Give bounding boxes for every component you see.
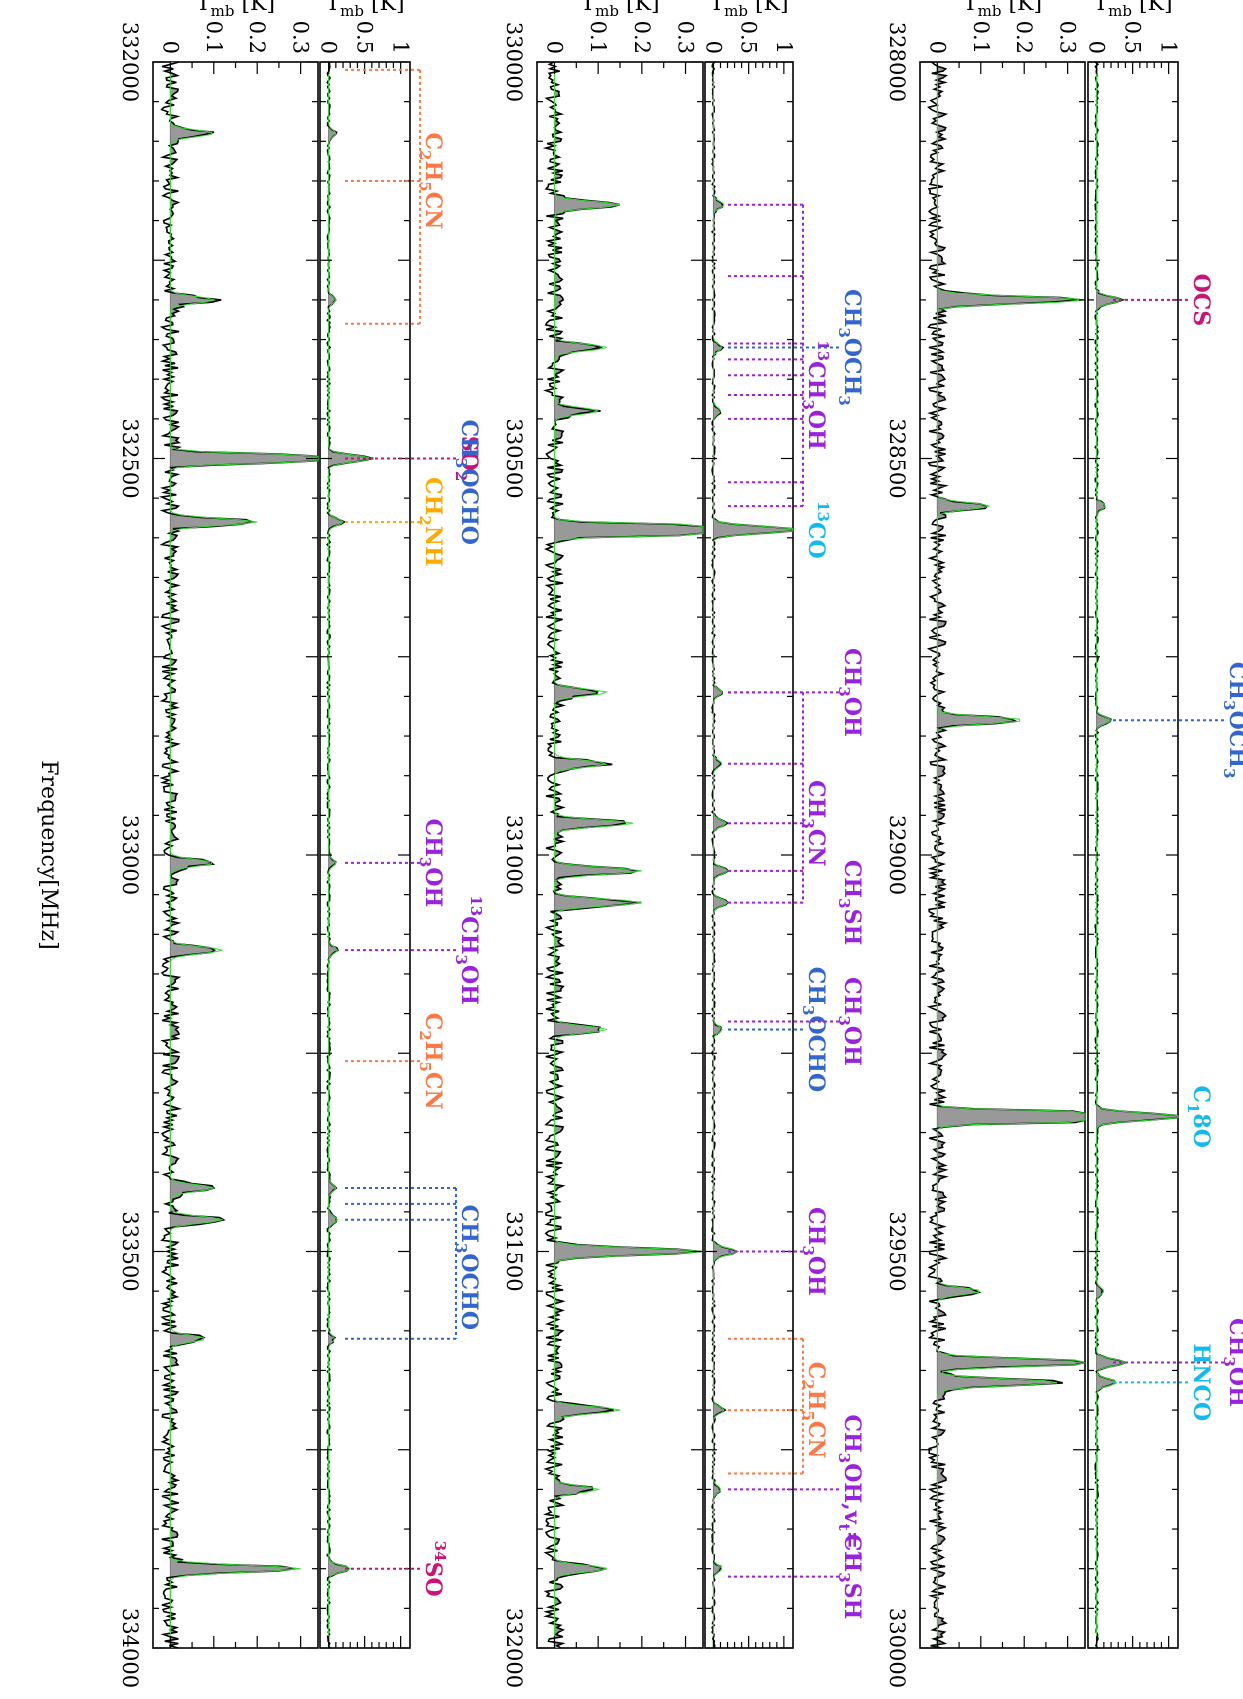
species-label: HNCO bbox=[1188, 1344, 1214, 1422]
species-label: CH3OH bbox=[416, 819, 446, 908]
species-label: 13CH3OH bbox=[452, 895, 485, 1005]
species-label: CH3OH bbox=[835, 648, 865, 737]
upper-spectrum-fill bbox=[328, 62, 374, 1648]
lower-spectrum-fill bbox=[554, 62, 703, 1648]
species-label: CH3OCH3 bbox=[835, 289, 865, 406]
lower-intensity-tick-label: 0.1 bbox=[202, 21, 226, 54]
lower-spectrum-fill bbox=[937, 62, 1085, 1648]
freq-tick-label: 332000 bbox=[502, 1608, 526, 1688]
upper-intensity-tick-label: 1 bbox=[389, 41, 413, 54]
species-label: C2H5CN bbox=[416, 1013, 446, 1110]
species-label: CH3OH,vt=1 bbox=[835, 1414, 865, 1564]
upper-intensity-tick-label: 0 bbox=[701, 41, 725, 54]
lower-intensity-tick-label: 0 bbox=[158, 41, 182, 54]
species-label: 13CH3OH bbox=[799, 340, 832, 450]
freq-tick-label: 328000 bbox=[885, 22, 909, 102]
freq-tick-label: 330000 bbox=[502, 22, 526, 102]
freq-tick-label: 332000 bbox=[118, 22, 142, 102]
species-label: CH2NH bbox=[416, 477, 446, 567]
lower-intensity-tick-label: 0.2 bbox=[245, 21, 269, 54]
lower-model-spectrum bbox=[554, 62, 704, 1648]
lower-model-spectrum bbox=[936, 62, 1086, 1648]
freq-tick-label: 329000 bbox=[885, 815, 909, 895]
lower-intensity-tick-label: 0.1 bbox=[586, 21, 610, 54]
lower-intensity-tick-label: 0.3 bbox=[674, 21, 698, 54]
panel-1: 1 0.5 0 0.3 0.2 0.1 0 Tmb [K] Tmb [K] 328000 32850… bbox=[885, 0, 1243, 1688]
freq-tick-label: 333500 bbox=[118, 1211, 142, 1291]
species-label: C2H5CN bbox=[416, 133, 446, 230]
upper-y-axis-title: Tmb [K] bbox=[1093, 0, 1172, 20]
lower-model-spectrum bbox=[169, 62, 319, 1648]
upper-intensity-tick-label: 0.5 bbox=[737, 21, 761, 54]
lower-y-axis-title: Tmb [K] bbox=[580, 0, 659, 20]
lower-intensity-tick-label: 0 bbox=[925, 41, 949, 54]
lower-observed-spectrum bbox=[158, 61, 319, 1649]
species-label: CH3OCHO bbox=[452, 420, 482, 545]
species-label: CH3OCHO bbox=[452, 1205, 482, 1330]
freq-tick-label: 330000 bbox=[885, 1608, 909, 1688]
lower-intensity-tick-label: 0.1 bbox=[969, 21, 993, 54]
species-label: CH3SH bbox=[835, 1534, 865, 1619]
freq-tick-label: 331000 bbox=[502, 815, 526, 895]
species-label: CH3SH bbox=[835, 860, 865, 945]
upper-intensity-tick-label: 0.5 bbox=[1121, 21, 1145, 54]
freq-tick-label: 332500 bbox=[118, 418, 142, 498]
lower-intensity-tick-label: 0.2 bbox=[1012, 21, 1036, 54]
upper-intensity-tick-label: 0.5 bbox=[353, 21, 377, 54]
panel-3: 1 0.5 0 0.3 0.2 0.1 0 Tmb [K] Tmb [K] 332000 33250… bbox=[118, 0, 485, 1688]
lower-intensity-tick-label: 0.3 bbox=[289, 21, 313, 54]
lower-intensity-tick-label: 0 bbox=[542, 41, 566, 54]
freq-tick-label: 331500 bbox=[502, 1211, 526, 1291]
species-label: OCS bbox=[1188, 274, 1214, 327]
x-axis-title: Frequency[MHz] bbox=[36, 760, 61, 949]
species-label: C2H5CN bbox=[799, 1362, 829, 1459]
species-label: SO2 bbox=[452, 436, 482, 482]
freq-tick-label: 333000 bbox=[118, 815, 142, 895]
upper-intensity-tick-label: 1 bbox=[772, 41, 796, 54]
lower-y-axis-title: Tmb [K] bbox=[196, 0, 275, 20]
lower-intensity-tick-label: 0.2 bbox=[630, 21, 654, 54]
upper-intensity-tick-label: 0 bbox=[317, 41, 341, 54]
freq-tick-label: 329500 bbox=[885, 1211, 909, 1291]
species-label: CH3OH bbox=[835, 977, 865, 1066]
lower-spectrum-fill bbox=[170, 62, 318, 1648]
species-label: 34SO bbox=[420, 1541, 449, 1597]
species-label: CH3OH bbox=[1220, 1318, 1243, 1407]
species-label: CH3OH bbox=[799, 1207, 829, 1296]
species-label: CH3OCH3 bbox=[1220, 662, 1243, 779]
upper-y-axis-title: Tmb [K] bbox=[709, 0, 788, 20]
species-label: C18O bbox=[1184, 1085, 1214, 1147]
species-label: 13CO bbox=[803, 501, 832, 559]
upper-intensity-tick-label: 1 bbox=[1157, 41, 1181, 54]
lower-observed-spectrum bbox=[542, 61, 704, 1649]
lower-y-axis-title: Tmb [K] bbox=[963, 0, 1042, 20]
species-label: CH3OCHO bbox=[799, 967, 829, 1092]
freq-tick-label: 328500 bbox=[885, 418, 909, 498]
upper-intensity-tick-label: 0 bbox=[1085, 41, 1109, 54]
freq-tick-label: 334000 bbox=[118, 1608, 142, 1688]
lower-intensity-tick-label: 0.3 bbox=[1056, 21, 1080, 54]
upper-y-axis-title: Tmb [K] bbox=[325, 0, 404, 20]
species-label: CH3CN bbox=[799, 780, 829, 866]
freq-tick-label: 330500 bbox=[502, 418, 526, 498]
upper-spectrum-fill bbox=[713, 62, 793, 1648]
